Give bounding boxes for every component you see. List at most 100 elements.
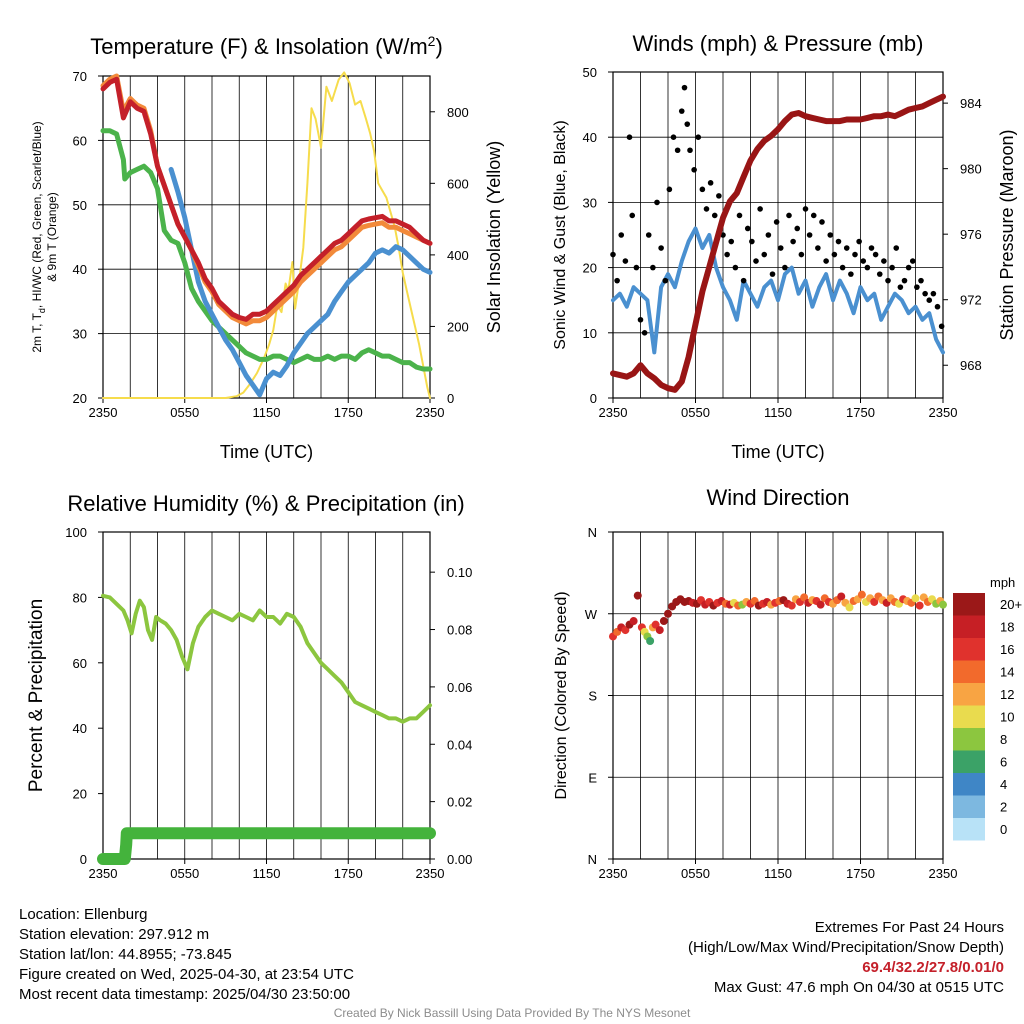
colorbar-label: 20+ [1000,597,1022,612]
colorbar-swatch [953,638,985,661]
y-tick-label: 80 [73,590,87,605]
gust-point [622,258,629,264]
y-tick-label: 50 [73,198,87,213]
gust-point [681,84,688,91]
x-tick-label: 2350 [599,405,628,420]
gust-point [852,251,858,258]
y2-tick-label: 200 [447,319,469,334]
colorbar-swatch [953,728,985,751]
gust-point [614,277,620,284]
gust-point [699,186,706,193]
gust-point [637,316,644,323]
x-tick-label: 0550 [170,866,199,881]
gust-point [802,206,809,212]
y2-tick-label: 984 [960,96,982,111]
x-tick-label: 2350 [929,866,958,881]
y-tick-label: 40 [73,721,87,736]
y-tick-label: 0 [590,391,597,406]
gust-point [827,232,834,238]
gust-point [740,277,747,284]
x-tick-label: 1750 [846,405,875,420]
y-tick-label: 0 [80,852,87,867]
gust-point [843,245,850,251]
gust-point [794,225,801,232]
series-dewpoint [100,128,433,372]
y-tick-label: 20 [73,787,87,802]
direction-point [845,603,854,612]
gust-point [901,277,908,284]
gust-point [670,134,677,140]
direction-point [800,593,809,602]
max-gust: Max Gust: 47.6 mph On 04/30 at 0515 UTC [713,979,1004,996]
y-tick-label: 30 [73,327,87,342]
gust-point [926,297,933,304]
gust-point [732,264,739,271]
y2-tick-label: 400 [447,248,469,263]
gust-point [618,232,625,238]
y-axis-label: Percent & Precipitation [26,599,47,792]
series-precipitation [97,827,436,865]
x-tick-label: 2350 [416,405,445,420]
y-tick-label: E [588,770,597,785]
y-tick-label: S [588,689,597,704]
y2-tick-label: 0.02 [447,795,472,810]
y-axis-label: 2m T, Td, HI/WC (Red, Green, Scarlet/Blu… [30,121,47,352]
colorbar-swatch [953,705,985,728]
chart-title: Temperature (F) & Insolation (W/m2) [90,33,443,59]
gust-point [736,212,743,219]
y-tick-label: 40 [583,130,597,145]
temperature-insolation-chart: 2350 0550 1150 1750 235020304050607002004006… [30,33,504,462]
plot-frame [612,531,944,860]
colorbar-label: 16 [1000,642,1014,657]
direction-point [787,601,796,610]
x-tick-label: 2350 [929,405,958,420]
direction-point [857,590,866,599]
x-tick-label: 0550 [170,405,199,420]
gust-point [753,258,759,264]
gust-point [765,232,772,238]
y2-tick-label: 0.06 [447,680,472,695]
gust-point [930,290,937,297]
gust-point [786,212,792,219]
x-tick-label: 1150 [764,866,792,881]
colorbar-swatch [953,773,985,796]
gust-point [889,264,895,271]
gust-point [872,251,879,258]
credit-line: Created By Nick Bassill Using Data Provi… [333,1006,691,1020]
y-tick-label: W [585,607,598,622]
series-station-pressure [610,93,946,393]
chart-title: Relative Humidity (%) & Precipitation (i… [67,491,464,516]
series-temperature-2m [100,76,433,322]
colorbar-label: 18 [1000,620,1014,635]
gust-point [897,284,904,290]
y2-tick-label: 980 [960,162,982,177]
extremes-values: 69.4/32.2/27.8/0.01/0 [862,959,1004,976]
gust-point [633,264,640,271]
direction-point [651,620,660,629]
gust-point [666,186,673,193]
colorbar-title: mph [990,575,1015,590]
series-wind-speed [611,226,945,355]
gust-point [687,147,693,154]
extremes-title: Extremes For Past 24 Hours [814,919,1004,936]
gust-point [749,238,755,245]
colorbar-swatch [953,593,985,616]
gust-point [839,264,846,271]
gust-point [860,258,867,264]
gust-point [724,251,730,258]
x-tick-label: 1750 [334,866,363,881]
gust-point [881,258,887,264]
plot-frame [102,531,431,860]
y-tick-label: 40 [73,262,87,277]
gust-point [893,245,900,251]
colorbar-label: 0 [1000,822,1007,837]
colorbar-swatch [953,660,985,683]
gust-point [728,238,735,245]
direction-point [664,609,672,618]
direction-point [837,592,846,601]
y-tick-label: 20 [73,391,87,406]
plot-frame [102,75,431,399]
gust-point [806,232,813,238]
y-axis-label-line2: & 9m T (Orange) [45,192,59,282]
y2-tick-label: 0.08 [447,623,472,638]
